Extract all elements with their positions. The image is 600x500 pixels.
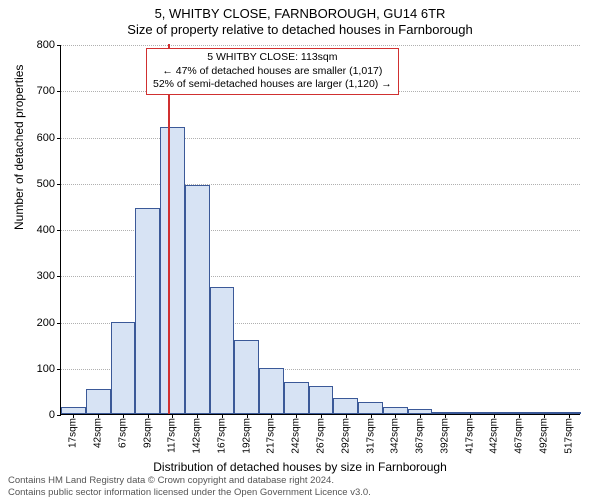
- histogram-plot: 010020030040050060070080017sqm42sqm67sqm…: [60, 45, 580, 415]
- ytick-label: 0: [49, 409, 55, 421]
- gridline: [61, 45, 580, 46]
- histogram-bar: [358, 402, 383, 414]
- ytick-mark: [57, 184, 61, 185]
- xtick-label: 267sqm: [316, 418, 327, 454]
- xtick-label: 217sqm: [266, 418, 277, 454]
- property-marker-line: [168, 44, 170, 414]
- infobox-line3: 52% of semi-detached houses are larger (…: [153, 78, 392, 92]
- xtick-label: 17sqm: [68, 418, 79, 448]
- xtick-label: 192sqm: [241, 418, 252, 454]
- infobox-line1: 5 WHITBY CLOSE: 113sqm: [153, 51, 392, 65]
- histogram-bar: [383, 407, 408, 414]
- xtick-label: 517sqm: [563, 418, 574, 454]
- xtick-label: 92sqm: [142, 418, 153, 448]
- histogram-bar: [333, 398, 358, 414]
- histogram-bar: [234, 340, 259, 414]
- xtick-label: 117sqm: [167, 418, 178, 453]
- ytick-mark: [57, 415, 61, 416]
- title-line1: 5, WHITBY CLOSE, FARNBOROUGH, GU14 6TR: [0, 6, 600, 21]
- gridline: [61, 138, 580, 139]
- ytick-mark: [57, 323, 61, 324]
- ytick-label: 200: [37, 317, 55, 329]
- histogram-bar: [86, 389, 111, 414]
- ytick-label: 500: [37, 178, 55, 190]
- x-axis-label: Distribution of detached houses by size …: [0, 460, 600, 474]
- footer-line2: Contains public sector information licen…: [8, 487, 371, 498]
- title-line2: Size of property relative to detached ho…: [0, 22, 600, 37]
- y-axis-label: Number of detached properties: [12, 65, 26, 230]
- ytick-mark: [57, 369, 61, 370]
- xtick-label: 442sqm: [489, 418, 500, 454]
- xtick-label: 42sqm: [93, 418, 104, 448]
- gridline: [61, 184, 580, 185]
- xtick-label: 167sqm: [216, 418, 227, 454]
- ytick-mark: [57, 230, 61, 231]
- footer-line1: Contains HM Land Registry data © Crown c…: [8, 475, 371, 486]
- xtick-label: 242sqm: [291, 418, 302, 454]
- ytick-mark: [57, 91, 61, 92]
- ytick-label: 300: [37, 270, 55, 282]
- histogram-bar: [284, 382, 309, 414]
- ytick-label: 400: [37, 224, 55, 236]
- xtick-label: 317sqm: [365, 418, 376, 454]
- xtick-label: 342sqm: [390, 418, 401, 454]
- ytick-label: 700: [37, 85, 55, 97]
- xtick-label: 367sqm: [415, 418, 426, 454]
- histogram-bar: [135, 208, 160, 414]
- xtick-label: 417sqm: [464, 418, 475, 454]
- property-infobox: 5 WHITBY CLOSE: 113sqm← 47% of detached …: [146, 48, 399, 95]
- histogram-bar: [61, 407, 86, 414]
- histogram-bar: [160, 127, 185, 414]
- xtick-label: 492sqm: [538, 418, 549, 454]
- histogram-bar: [185, 185, 210, 414]
- xtick-label: 467sqm: [514, 418, 525, 454]
- xtick-label: 292sqm: [340, 418, 351, 454]
- ytick-mark: [57, 138, 61, 139]
- histogram-bar: [210, 287, 235, 414]
- ytick-mark: [57, 276, 61, 277]
- histogram-bar: [309, 386, 334, 414]
- xtick-label: 142sqm: [192, 418, 203, 454]
- ytick-label: 600: [37, 132, 55, 144]
- xtick-label: 392sqm: [439, 418, 450, 454]
- ytick-label: 100: [37, 363, 55, 375]
- histogram-bar: [111, 322, 136, 415]
- infobox-line2: ← 47% of detached houses are smaller (1,…: [153, 65, 392, 79]
- xtick-label: 67sqm: [117, 418, 128, 448]
- ytick-label: 800: [37, 39, 55, 51]
- histogram-bar: [259, 368, 284, 414]
- attribution-footer: Contains HM Land Registry data © Crown c…: [8, 475, 371, 498]
- ytick-mark: [57, 45, 61, 46]
